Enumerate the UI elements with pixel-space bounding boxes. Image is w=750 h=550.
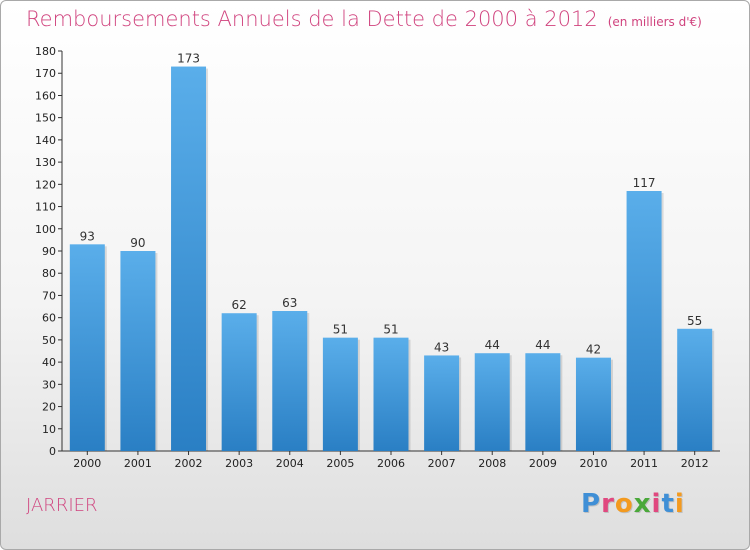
y-tick-label: 0	[49, 445, 56, 458]
data-label: 90	[130, 236, 145, 250]
chart-bars	[69, 66, 715, 452]
logo-letter: o	[614, 489, 634, 519]
bar-2006	[373, 337, 409, 451]
data-label: 55	[687, 314, 702, 328]
bar-2012	[677, 328, 713, 451]
x-tick-label: 2009	[529, 457, 557, 470]
data-label: 51	[333, 323, 348, 337]
x-tick-label: 2008	[478, 457, 506, 470]
y-tick-label: 160	[35, 89, 56, 102]
data-label: 44	[535, 338, 550, 352]
town-name: JARRIER	[26, 495, 98, 516]
logo-letter: x	[633, 489, 652, 519]
logo-letter: P	[581, 489, 602, 519]
title-text: Remboursements Annuels de la Dette de 20…	[26, 7, 598, 31]
data-label: 117	[633, 176, 656, 190]
y-tick-label: 20	[42, 401, 56, 414]
y-tick-label: 140	[35, 134, 56, 147]
data-label: 43	[434, 340, 449, 354]
y-tick-label: 80	[42, 267, 56, 280]
y-tick-label: 90	[42, 245, 56, 258]
x-tick-label: 2010	[579, 457, 607, 470]
chart-labels: 93 90 173 62 63 51 51 43 44 44 42 117 55	[80, 52, 703, 357]
bar-2003	[221, 313, 257, 451]
chart-axes: 0 10 20 30 40 50 60 70 80 90 100 110 120 130 140 150 160…	[35, 45, 720, 470]
x-tick-label: 2007	[428, 457, 456, 470]
y-tick-label: 40	[42, 356, 56, 369]
logo-letter: i	[651, 489, 662, 519]
y-tick-label: 130	[35, 156, 56, 169]
chart-title: Remboursements Annuels de la Dette de 20…	[26, 7, 702, 31]
bar-2002	[171, 66, 207, 452]
bar-2009	[525, 353, 561, 451]
logo-letter: i	[674, 489, 685, 519]
data-label: 173	[177, 52, 200, 66]
bar-2010	[575, 357, 611, 451]
x-tick-label: 2000	[73, 457, 101, 470]
data-label: 51	[383, 323, 398, 337]
bar-2007	[424, 355, 460, 451]
bar-2000	[69, 244, 105, 451]
y-tick-label: 110	[35, 201, 56, 214]
title-unit: (en milliers d'€)	[607, 15, 702, 29]
y-tick-label: 150	[35, 112, 56, 125]
data-label: 63	[282, 296, 297, 310]
y-tick-label: 70	[42, 289, 56, 302]
y-tick-label: 60	[42, 312, 56, 325]
x-tick-label: 2005	[326, 457, 354, 470]
logo-letter: t	[661, 489, 675, 519]
x-tick-label: 2012	[681, 457, 709, 470]
data-label: 93	[80, 229, 95, 243]
y-tick-label: 120	[35, 178, 56, 191]
bar-2005	[322, 337, 358, 451]
data-label: 44	[485, 338, 500, 352]
bar-2004	[272, 311, 308, 451]
y-tick-label: 50	[42, 334, 56, 347]
proxiti-logo[interactable]: Proxiti	[581, 489, 685, 519]
x-tick-label: 2002	[175, 457, 203, 470]
x-tick-label: 2001	[124, 457, 152, 470]
bar-2001	[120, 251, 156, 451]
bar-2011	[626, 191, 662, 451]
y-tick-label: 100	[35, 223, 56, 236]
y-tick-label: 170	[35, 67, 56, 80]
bar-2008	[474, 353, 510, 451]
logo-letter: r	[601, 489, 615, 519]
x-tick-label: 2006	[377, 457, 405, 470]
x-tick-label: 2011	[630, 457, 658, 470]
data-label: 62	[232, 298, 247, 312]
y-tick-label: 180	[35, 45, 56, 58]
x-tick-label: 2003	[225, 457, 253, 470]
x-tick-label: 2004	[276, 457, 304, 470]
data-label: 42	[586, 343, 601, 357]
y-tick-label: 10	[42, 423, 56, 436]
y-tick-label: 30	[42, 378, 56, 391]
